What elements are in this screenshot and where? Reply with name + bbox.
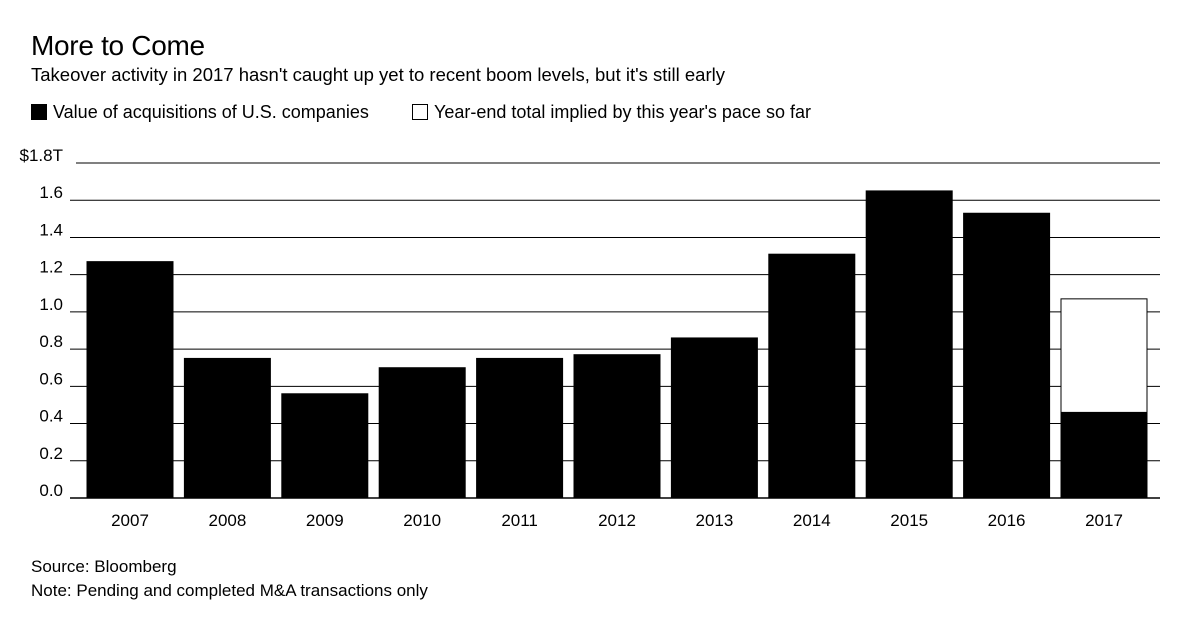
y-axis-labels: 0.0 0.2 0.4 0.6 0.8 1.0 1.2 1.4 1.6 $1.8T xyxy=(20,146,63,500)
x-tick-label: 2015 xyxy=(890,511,928,530)
legend-swatch-implied-total xyxy=(412,104,428,120)
y-tick-label: $1.8T xyxy=(20,146,63,165)
source-note: Source: Bloomberg xyxy=(31,557,177,576)
bar-2016-actual xyxy=(963,212,1051,499)
y-tick-label: 0.2 xyxy=(39,444,63,463)
y-tick-label: 0.0 xyxy=(39,481,63,500)
bar-2012-actual xyxy=(573,354,661,499)
x-tick-label: 2012 xyxy=(598,511,636,530)
bar-2008-actual xyxy=(183,357,271,499)
x-tick-label: 2017 xyxy=(1085,511,1123,530)
legend-item-acquisitions: Value of acquisitions of U.S. companies xyxy=(31,101,369,123)
y-tick-label: 1.2 xyxy=(39,258,63,277)
x-tick-label: 2008 xyxy=(208,511,246,530)
bar-2015-actual xyxy=(865,190,953,499)
x-tick-label: 2013 xyxy=(695,511,733,530)
bar-2010-actual xyxy=(378,367,466,499)
bar-2017-implied xyxy=(1060,298,1148,413)
bar-2011-actual xyxy=(476,357,564,499)
legend: Value of acquisitions of U.S. companies … xyxy=(31,101,1131,123)
y-tick-label: 0.8 xyxy=(39,332,63,351)
y-tick-label: 0.6 xyxy=(39,369,63,388)
bar-2014-actual xyxy=(768,253,856,499)
x-tick-label: 2010 xyxy=(403,511,441,530)
y-tick-label: 1.0 xyxy=(39,295,63,314)
chart-subtitle: Takeover activity in 2017 hasn't caught … xyxy=(31,64,725,85)
y-tick-label: 1.4 xyxy=(39,220,63,239)
bars xyxy=(86,190,1148,499)
legend-label-acquisitions: Value of acquisitions of U.S. companies xyxy=(53,101,369,122)
footnote: Note: Pending and completed M&A transact… xyxy=(31,581,428,600)
bar-2017-actual xyxy=(1060,411,1148,499)
x-tick-label: 2011 xyxy=(501,511,538,530)
x-tick-label: 2009 xyxy=(306,511,344,530)
y-tick-label: 1.6 xyxy=(39,183,63,202)
x-tick-label: 2007 xyxy=(111,511,149,530)
legend-item-implied-total: Year-end total implied by this year's pa… xyxy=(412,101,811,123)
bar-2013-actual xyxy=(670,337,758,499)
chart-title: More to Come xyxy=(31,30,205,61)
x-tick-label: 2014 xyxy=(793,511,831,530)
x-tick-label: 2016 xyxy=(988,511,1026,530)
legend-swatch-acquisitions xyxy=(31,104,47,120)
y-tick-label: 0.4 xyxy=(39,407,63,426)
bar-2009-actual xyxy=(281,393,369,499)
legend-label-implied-total: Year-end total implied by this year's pa… xyxy=(434,101,811,122)
x-axis-labels: 2007 2008 2009 2010 2011 2012 2013 2014 2015 2016… xyxy=(111,511,1123,530)
bar-2007-actual xyxy=(86,261,174,499)
